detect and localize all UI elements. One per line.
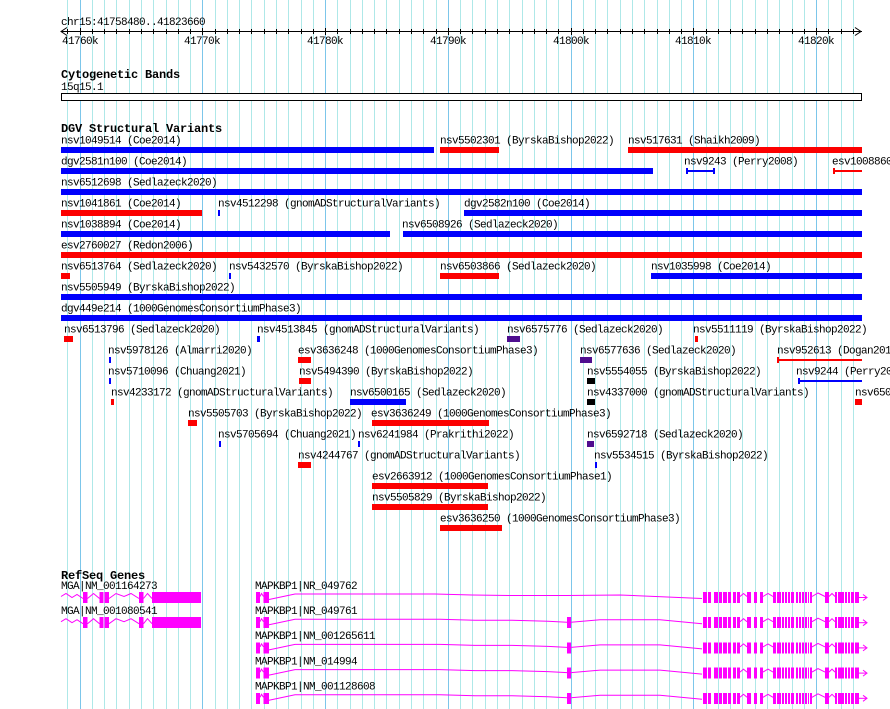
svg-text:dgv2582n100 (Coe2014): dgv2582n100 (Coe2014)	[464, 199, 590, 211]
svg-text:nsv6241984 (Prakrithi2022): nsv6241984 (Prakrithi2022)	[358, 430, 514, 442]
svg-text:nsv4244767 (gnomADStructuralVa: nsv4244767 (gnomADStructuralVariants)	[298, 451, 520, 463]
svg-text:41800k: 41800k	[553, 36, 590, 48]
svg-text:nsv6512698 (Sedlazeck2020): nsv6512698 (Sedlazeck2020)	[61, 178, 217, 190]
svg-text:nsv5554055 (ByrskaBishop2022): nsv5554055 (ByrskaBishop2022)	[587, 367, 761, 379]
svg-text:nsv5534515 (ByrskaBishop2022): nsv5534515 (ByrskaBishop2022)	[594, 451, 768, 463]
svg-text:esv3636248 (1000GenomesConsort: esv3636248 (1000GenomesConsortiumPhase3)	[298, 346, 538, 358]
svg-text:nsv1038894 (Coe2014): nsv1038894 (Coe2014)	[61, 220, 181, 232]
svg-text:nsv5502301 (ByrskaBishop2022): nsv5502301 (ByrskaBishop2022)	[440, 136, 614, 148]
svg-text:nsv5511119 (ByrskaBishop2022): nsv5511119 (ByrskaBishop2022)	[693, 325, 867, 337]
svg-text:nsv5505949 (ByrskaBishop2022): nsv5505949 (ByrskaBishop2022)	[61, 283, 235, 295]
svg-text:nsv6503867 (Sedlazeck2020): nsv6503867 (Sedlazeck2020)	[855, 388, 890, 400]
svg-text:esv2663912 (1000GenomesConsort: esv2663912 (1000GenomesConsortiumPhase1)	[372, 472, 612, 484]
svg-text:41760k: 41760k	[62, 36, 99, 48]
svg-text:nsv6503866 (Sedlazeck2020): nsv6503866 (Sedlazeck2020)	[440, 262, 596, 274]
svg-text:nsv1035998 (Coe2014): nsv1035998 (Coe2014)	[651, 262, 771, 274]
svg-text:MGA|NM_001164273: MGA|NM_001164273	[61, 581, 157, 593]
svg-text:nsv9243 (Perry2008): nsv9243 (Perry2008)	[684, 157, 798, 169]
svg-text:nsv4513845 (gnomADStructuralVa: nsv4513845 (gnomADStructuralVariants)	[257, 325, 479, 337]
svg-text:41820k: 41820k	[798, 36, 835, 48]
svg-text:nsv6500165 (Sedlazeck2020): nsv6500165 (Sedlazeck2020)	[350, 388, 506, 400]
svg-text:nsv4233172 (gnomADStructuralVa: nsv4233172 (gnomADStructuralVariants)	[111, 388, 333, 400]
svg-text:nsv5432570 (ByrskaBishop2022): nsv5432570 (ByrskaBishop2022)	[229, 262, 403, 274]
svg-text:MAPKBP1|NM_014994: MAPKBP1|NM_014994	[255, 657, 358, 669]
svg-text:nsv5710096 (Chuang2021): nsv5710096 (Chuang2021)	[108, 367, 246, 379]
svg-text:nsv9244 (Perry2008): nsv9244 (Perry2008)	[796, 367, 890, 379]
svg-text:nsv5978126 (Almarri2020): nsv5978126 (Almarri2020)	[108, 346, 252, 358]
svg-text:esv1008860 (Perry2008): esv1008860 (Perry2008)	[832, 157, 890, 169]
svg-text:nsv1049514 (Coe2014): nsv1049514 (Coe2014)	[61, 136, 181, 148]
svg-text:MGA|NM_001080541: MGA|NM_001080541	[61, 606, 158, 618]
svg-text:41790k: 41790k	[430, 36, 467, 48]
svg-text:esv2760027 (Redon2006): esv2760027 (Redon2006)	[61, 241, 193, 253]
svg-text:nsv4512298 (gnomADStructuralVa: nsv4512298 (gnomADStructuralVariants)	[218, 199, 440, 211]
svg-text:nsv6513796 (Sedlazeck2020): nsv6513796 (Sedlazeck2020)	[64, 325, 220, 337]
svg-text:41780k: 41780k	[307, 36, 344, 48]
svg-text:nsv6513764 (Sedlazeck2020): nsv6513764 (Sedlazeck2020)	[61, 262, 217, 274]
svg-text:dgv449e214 (1000GenomesConsort: dgv449e214 (1000GenomesConsortiumPhase3)	[61, 304, 301, 316]
svg-text:MAPKBP1|NM_001128608: MAPKBP1|NM_001128608	[255, 682, 375, 694]
svg-text:nsv5505703 (ByrskaBishop2022): nsv5505703 (ByrskaBishop2022)	[188, 409, 362, 421]
svg-text:nsv4337000 (gnomADStructuralVa: nsv4337000 (gnomADStructuralVariants)	[587, 388, 809, 400]
svg-text:nsv1041861 (Coe2014): nsv1041861 (Coe2014)	[61, 199, 181, 211]
svg-text:nsv6575776 (Sedlazeck2020): nsv6575776 (Sedlazeck2020)	[507, 325, 663, 337]
svg-text:DGV Structural Variants: DGV Structural Variants	[61, 122, 222, 136]
svg-text:RefSeq Genes: RefSeq Genes	[61, 569, 145, 583]
svg-text:Cytogenetic Bands: Cytogenetic Bands	[61, 68, 180, 82]
svg-text:nsv517631 (Shaikh2009): nsv517631 (Shaikh2009)	[628, 136, 760, 148]
svg-text:MAPKBP1|NR_049762: MAPKBP1|NR_049762	[255, 581, 357, 593]
svg-text:nsv5705694 (Chuang2021): nsv5705694 (Chuang2021)	[218, 430, 356, 442]
svg-text:esv3636250 (1000GenomesConsort: esv3636250 (1000GenomesConsortiumPhase3)	[440, 514, 680, 526]
svg-text:nsv6592718 (Sedlazeck2020): nsv6592718 (Sedlazeck2020)	[587, 430, 743, 442]
svg-text:15q15.1: 15q15.1	[61, 82, 104, 94]
svg-text:41810k: 41810k	[675, 36, 712, 48]
svg-text:nsv5494390 (ByrskaBishop2022): nsv5494390 (ByrskaBishop2022)	[299, 367, 473, 379]
svg-text:MAPKBP1|NM_001265611: MAPKBP1|NM_001265611	[255, 631, 376, 643]
svg-text:nsv6508926 (Sedlazeck2020): nsv6508926 (Sedlazeck2020)	[402, 220, 558, 232]
svg-text:chr15:41758480..41823660: chr15:41758480..41823660	[61, 17, 205, 29]
svg-text:esv3636249 (1000GenomesConsort: esv3636249 (1000GenomesConsortiumPhase3)	[371, 409, 611, 421]
svg-text:MAPKBP1|NR_049761: MAPKBP1|NR_049761	[255, 606, 358, 618]
svg-text:41770k: 41770k	[184, 36, 221, 48]
svg-text:nsv952613 (Dogan2017): nsv952613 (Dogan2017)	[777, 346, 890, 358]
svg-text:dgv2581n100 (Coe2014): dgv2581n100 (Coe2014)	[61, 157, 187, 169]
svg-text:nsv5505829 (ByrskaBishop2022): nsv5505829 (ByrskaBishop2022)	[372, 493, 546, 505]
svg-text:nsv6577636 (Sedlazeck2020): nsv6577636 (Sedlazeck2020)	[580, 346, 736, 358]
